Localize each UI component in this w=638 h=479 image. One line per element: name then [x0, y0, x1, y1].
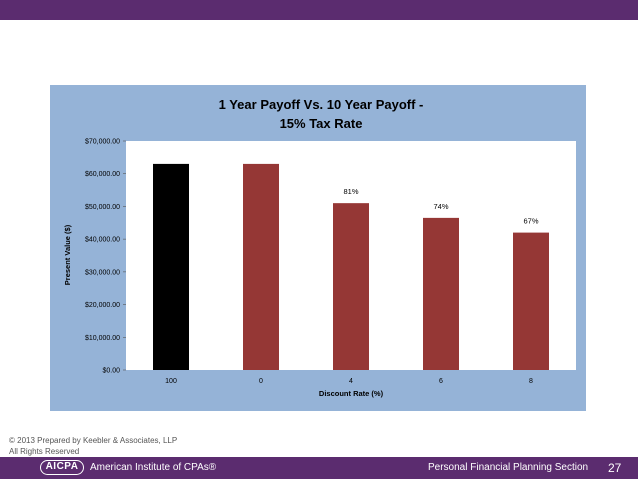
- data-labels: 81% 74% 67%: [343, 187, 538, 225]
- bar-8: [513, 232, 549, 370]
- y-axis-label: Present Value ($): [63, 224, 72, 285]
- rights-line: All Rights Reserved: [9, 447, 80, 456]
- copyright-line: © 2013 Prepared by Keebler & Associates,…: [9, 436, 178, 445]
- x-tick-label: 100: [165, 378, 177, 385]
- bar-100: [153, 163, 189, 370]
- data-label: 67%: [523, 217, 538, 226]
- x-axis-label: Discount Rate (%): [319, 389, 384, 398]
- y-tick-label: $10,000.00: [85, 335, 120, 342]
- y-tick-label: $30,000.00: [85, 269, 120, 276]
- page-number: 27: [608, 461, 622, 475]
- chart-title-line1: 1 Year Payoff Vs. 10 Year Payoff -: [219, 97, 424, 112]
- bar-4: [333, 203, 369, 370]
- y-tick-label: $60,000.00: [85, 171, 120, 178]
- bars: [153, 163, 549, 370]
- bar-0: [243, 163, 279, 370]
- bottom-banner: AICPA American Institute of CPAs® Person…: [0, 457, 638, 479]
- chart-panel: 1 Year Payoff Vs. 10 Year Payoff - 15% T…: [50, 85, 586, 411]
- data-label: 74%: [433, 202, 448, 211]
- top-banner: [0, 0, 638, 20]
- org-name: American Institute of CPAs®: [90, 462, 217, 473]
- data-label: 81%: [343, 187, 358, 196]
- y-tick-label: $40,000.00: [85, 237, 120, 244]
- x-tick-label: 8: [529, 378, 533, 385]
- x-tick-label: 0: [259, 378, 263, 385]
- y-tick-label: $70,000.00: [85, 139, 120, 146]
- x-axis-ticks: 100 0 4 6 8: [165, 378, 533, 385]
- y-tick-label: $20,000.00: [85, 302, 120, 309]
- x-tick-label: 6: [439, 378, 443, 385]
- y-tick-label: $50,000.00: [85, 204, 120, 211]
- chart-title-line2: 15% Tax Rate: [280, 116, 363, 131]
- bar-chart: 1 Year Payoff Vs. 10 Year Payoff - 15% T…: [63, 97, 576, 398]
- y-axis-ticks: $0.00 $10,000.00 $20,000.00 $30,000.00 $40,0…: [85, 139, 126, 375]
- aicpa-logo: AICPA: [40, 460, 84, 475]
- copyright-notice: © 2013 Prepared by Keebler & Associates,…: [9, 435, 177, 457]
- section-name: Personal Financial Planning Section: [428, 462, 589, 473]
- y-tick-label: $0.00: [102, 368, 120, 375]
- x-tick-label: 4: [349, 378, 353, 385]
- bar-6: [423, 217, 459, 370]
